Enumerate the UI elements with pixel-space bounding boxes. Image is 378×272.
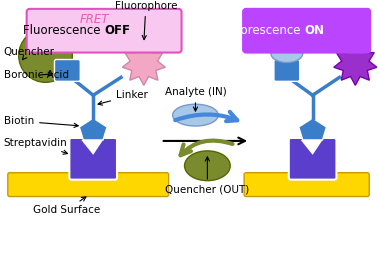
Text: ON: ON bbox=[305, 24, 325, 37]
Text: Biotin: Biotin bbox=[4, 116, 78, 128]
Text: Boronic Acid: Boronic Acid bbox=[4, 70, 69, 81]
Ellipse shape bbox=[271, 45, 303, 63]
Polygon shape bbox=[79, 118, 107, 140]
Ellipse shape bbox=[173, 104, 218, 126]
FancyBboxPatch shape bbox=[243, 9, 370, 52]
FancyBboxPatch shape bbox=[244, 173, 369, 197]
Polygon shape bbox=[299, 118, 327, 140]
Polygon shape bbox=[122, 43, 165, 85]
FancyBboxPatch shape bbox=[54, 60, 80, 81]
Text: Linker: Linker bbox=[98, 90, 148, 105]
Text: Quencher (OUT): Quencher (OUT) bbox=[165, 157, 249, 195]
Text: Streptavidin: Streptavidin bbox=[4, 138, 68, 154]
Text: FRET: FRET bbox=[79, 13, 109, 26]
FancyBboxPatch shape bbox=[289, 138, 336, 180]
Polygon shape bbox=[301, 140, 322, 155]
Text: Fluorophore: Fluorophore bbox=[115, 1, 177, 40]
FancyBboxPatch shape bbox=[69, 138, 117, 180]
Polygon shape bbox=[81, 140, 103, 155]
Text: Fluorescence: Fluorescence bbox=[23, 24, 104, 37]
Ellipse shape bbox=[184, 151, 230, 181]
Polygon shape bbox=[334, 43, 377, 85]
Text: Analyte (IN): Analyte (IN) bbox=[164, 87, 226, 111]
FancyBboxPatch shape bbox=[8, 173, 169, 197]
Text: Fluorescence: Fluorescence bbox=[223, 24, 305, 37]
Text: OFF: OFF bbox=[104, 24, 130, 37]
FancyBboxPatch shape bbox=[27, 9, 181, 52]
Text: Quencher: Quencher bbox=[4, 47, 55, 60]
FancyBboxPatch shape bbox=[274, 60, 300, 81]
Text: Gold Surface: Gold Surface bbox=[33, 197, 100, 215]
Circle shape bbox=[19, 29, 72, 82]
